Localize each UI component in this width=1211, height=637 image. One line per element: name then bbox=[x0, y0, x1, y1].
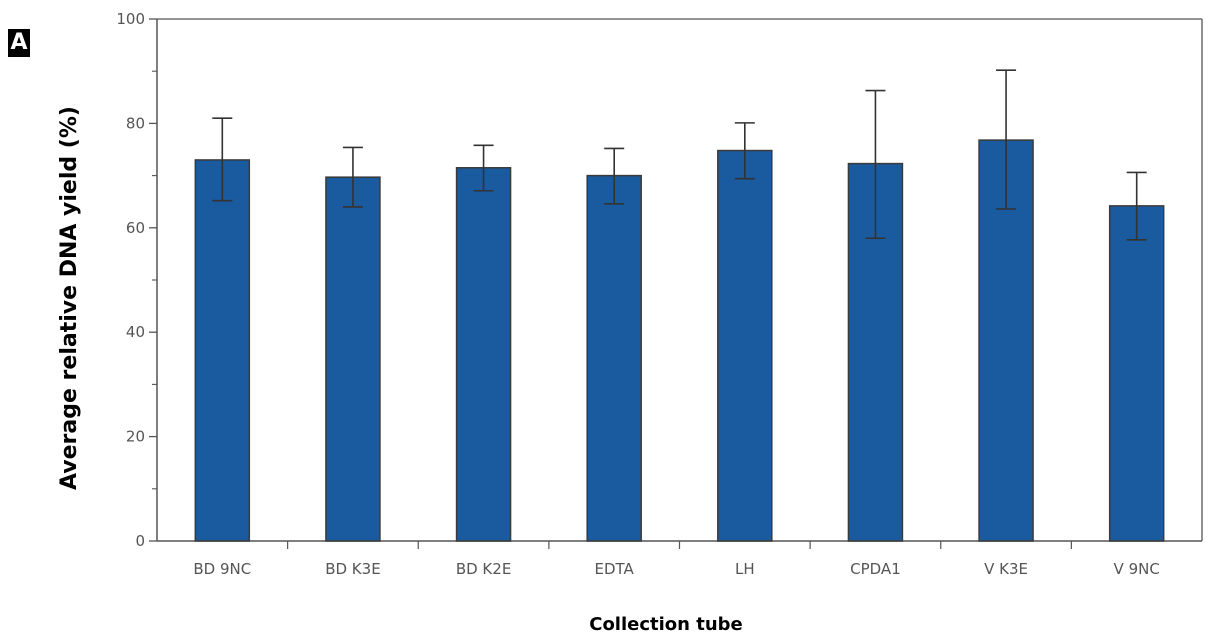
y-tick-label: 60 bbox=[126, 219, 145, 237]
x-tick-label: BD 9NC bbox=[193, 560, 251, 578]
panel-label: A bbox=[8, 29, 30, 57]
y-tick-label: 20 bbox=[126, 428, 145, 446]
y-tick-label: 80 bbox=[126, 114, 145, 132]
bar bbox=[586, 174, 642, 542]
x-tick-label: EDTA bbox=[595, 560, 635, 578]
x-tick-label: LH bbox=[735, 560, 755, 578]
x-tick-label: V K3E bbox=[984, 560, 1028, 578]
x-axis-title: Collection tube bbox=[589, 614, 743, 635]
bar bbox=[455, 167, 512, 542]
bar bbox=[194, 159, 251, 542]
x-tick-label: V 9NC bbox=[1114, 560, 1160, 578]
bar bbox=[325, 176, 381, 542]
bar bbox=[1108, 205, 1165, 542]
y-axis-title: Average relative DNA yield (%) bbox=[57, 106, 82, 490]
x-tick-label: BD K3E bbox=[325, 560, 380, 578]
bar bbox=[717, 149, 773, 542]
y-tick-label: 40 bbox=[126, 323, 145, 341]
x-tick-label: CPDA1 bbox=[850, 560, 901, 578]
y-tick-label: 100 bbox=[116, 10, 145, 28]
y-tick-label: 0 bbox=[135, 532, 145, 550]
x-tick-label: BD K2E bbox=[456, 560, 511, 578]
